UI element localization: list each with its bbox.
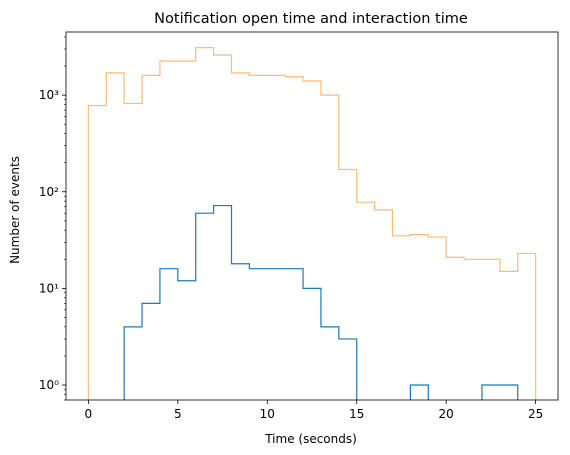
- y-tick-label: 10¹: [39, 281, 59, 295]
- series-2-step-line: [123, 204, 519, 400]
- x-tick-label: 15: [349, 407, 364, 421]
- y-tick-label: 10³: [39, 88, 59, 102]
- y-tick-label: 10²: [39, 185, 59, 199]
- x-tick-label: 10: [260, 407, 275, 421]
- series-1-step-line: [87, 47, 537, 400]
- x-tick-label: 25: [528, 407, 543, 421]
- x-axis-title: Time (seconds): [264, 432, 357, 446]
- y-axis-title: Number of events: [8, 156, 22, 264]
- axes-layer: 0 5 10 15 20 25 10⁰ 10¹ 10² 10³: [39, 31, 559, 421]
- plot-frame: [65, 31, 559, 401]
- x-tick-label: 5: [174, 407, 182, 421]
- x-tick-label: 20: [439, 407, 454, 421]
- series-layer: [87, 47, 537, 400]
- x-tick-label: 0: [85, 407, 93, 421]
- chart-title: Notification open time and interaction t…: [154, 11, 468, 27]
- y-tick-label: 10⁰: [39, 378, 59, 392]
